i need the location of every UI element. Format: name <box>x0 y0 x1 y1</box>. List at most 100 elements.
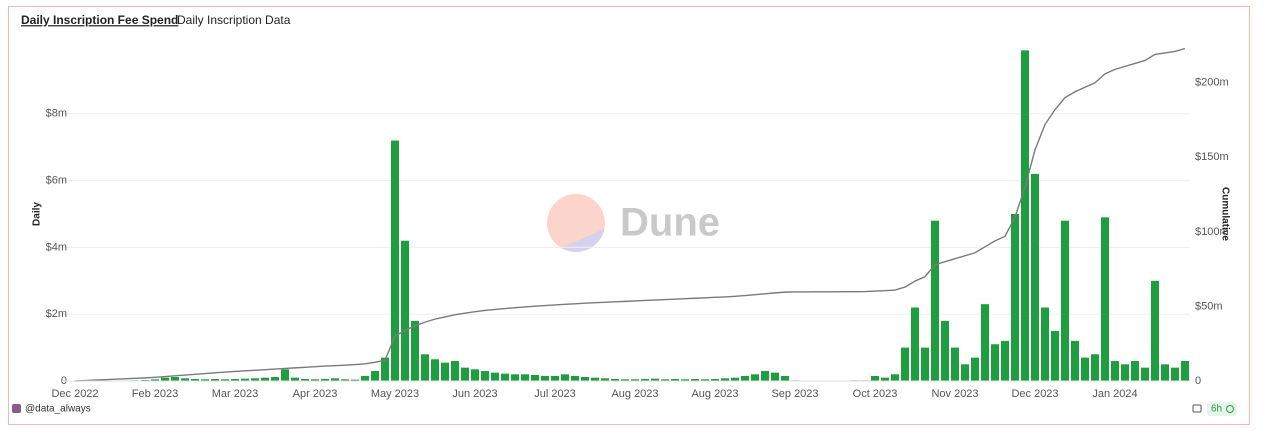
check-icon <box>1226 405 1234 413</box>
bar <box>751 374 759 381</box>
x-tick-label: Oct 2023 <box>853 388 898 400</box>
bar <box>721 378 729 381</box>
bar <box>1171 367 1179 381</box>
x-tick-label: Jul 2023 <box>534 388 576 400</box>
x-tick-label: May 2023 <box>371 388 419 400</box>
bar <box>321 378 329 381</box>
bar <box>301 378 309 381</box>
bar <box>881 377 889 381</box>
bar <box>1051 330 1059 381</box>
tab[interactable]: Daily Inscription Fee Spend <box>21 13 178 27</box>
bar <box>1061 220 1069 381</box>
x-tick-label: Apr 2023 <box>293 388 338 400</box>
bar <box>561 374 569 381</box>
bar <box>691 378 699 381</box>
bar <box>171 376 179 381</box>
bar <box>771 372 779 381</box>
x-tick-label: Feb 2023 <box>132 388 178 400</box>
bar <box>611 378 619 381</box>
bar <box>191 378 199 381</box>
bar <box>1151 280 1159 381</box>
bar <box>1011 214 1019 381</box>
bar <box>961 364 969 381</box>
bar <box>931 220 939 381</box>
bar <box>251 378 259 381</box>
bar <box>151 379 159 381</box>
bar <box>431 359 439 381</box>
y-tick-label: $6m <box>46 175 67 187</box>
bar <box>501 373 509 381</box>
bar <box>631 379 639 381</box>
bar <box>371 370 379 381</box>
bar <box>161 377 169 381</box>
bar <box>281 369 289 381</box>
x-tick-label: Dec 2023 <box>1011 388 1058 400</box>
tab[interactable]: Daily Inscription Data <box>177 13 291 27</box>
y2-tick-label: $200m <box>1195 77 1229 89</box>
bar <box>711 378 719 381</box>
bar <box>211 378 219 381</box>
bar <box>271 376 279 381</box>
bar <box>781 375 789 381</box>
bar <box>441 362 449 381</box>
bar <box>491 372 499 381</box>
bar <box>891 374 899 381</box>
bar <box>1031 173 1039 381</box>
bar <box>731 377 739 381</box>
bar <box>1021 50 1029 382</box>
bar <box>741 375 749 381</box>
y2-axis-title: Cumulative <box>1219 187 1230 241</box>
bar <box>551 375 559 381</box>
bar <box>991 344 999 381</box>
y2-tick-label: $50m <box>1195 300 1223 312</box>
bar <box>871 375 879 381</box>
x-tick-label: Dec 2022 <box>51 388 98 400</box>
bar <box>511 374 519 381</box>
y-tick-label: $8m <box>46 108 67 120</box>
y-tick-label: $4m <box>46 241 67 253</box>
y2-tick-label: 0 <box>1195 375 1201 387</box>
bar <box>1071 340 1079 381</box>
bar <box>461 367 469 381</box>
bar <box>1121 364 1129 381</box>
bar <box>401 240 409 381</box>
cumulative-line <box>74 47 1186 382</box>
bar <box>671 378 679 381</box>
bar <box>1041 307 1049 381</box>
bar <box>381 357 389 381</box>
bar <box>661 379 669 381</box>
bar <box>451 360 459 381</box>
bar <box>221 379 229 381</box>
bar <box>761 370 769 381</box>
watermark-logo <box>547 194 605 252</box>
bar <box>351 379 359 381</box>
bar <box>391 140 399 381</box>
bar <box>971 357 979 381</box>
x-tick-label: Nov 2023 <box>931 388 978 400</box>
bar <box>1141 367 1149 381</box>
y2-tick-label: $150m <box>1195 151 1229 163</box>
y-axis-title: Daily <box>32 202 43 226</box>
bar <box>531 374 539 381</box>
bar <box>331 378 339 381</box>
bar <box>1091 354 1099 381</box>
camera-icon[interactable] <box>1192 404 1202 413</box>
x-tick-label: Aug 2023 <box>611 388 658 400</box>
bar <box>951 347 959 381</box>
frame <box>8 6 1250 425</box>
bar <box>591 377 599 381</box>
bar <box>901 347 909 381</box>
author[interactable]: @data_always <box>25 404 91 415</box>
x-tick-label: Mar 2023 <box>212 388 258 400</box>
bar <box>241 378 249 381</box>
bar <box>621 379 629 381</box>
bar <box>201 379 209 381</box>
bar <box>921 347 929 381</box>
bar <box>341 379 349 381</box>
bar <box>471 369 479 381</box>
bar <box>701 379 709 381</box>
bar <box>1081 357 1089 381</box>
avatar <box>12 404 21 413</box>
bar <box>411 320 419 381</box>
